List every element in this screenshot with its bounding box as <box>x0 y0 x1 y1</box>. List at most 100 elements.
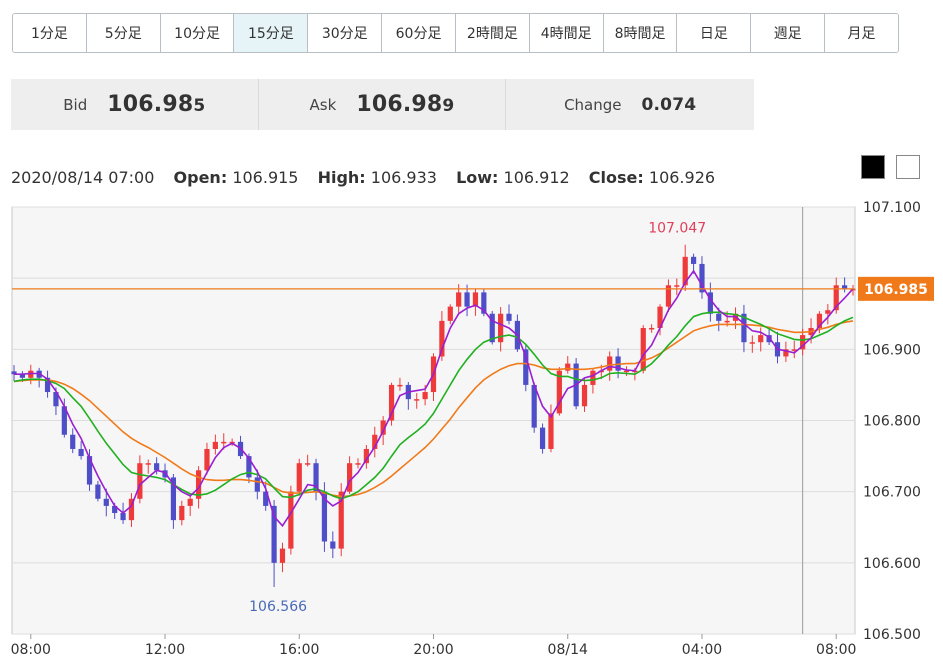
candle-body <box>44 377 51 393</box>
candle-body <box>800 335 806 350</box>
candle-body <box>456 292 462 307</box>
candle-body <box>321 491 328 542</box>
candle-body <box>263 491 269 506</box>
candle-body <box>355 463 361 465</box>
ma-long-line <box>13 320 854 498</box>
ma-mid-line <box>13 311 854 500</box>
close-value: 106.926 <box>648 168 716 187</box>
candle-body <box>204 448 210 471</box>
candle-body <box>707 292 713 314</box>
y-tick-label-3: 106.700 <box>863 485 921 501</box>
tab-timeframe-8[interactable]: 8時間足 <box>603 14 678 52</box>
candle-body <box>154 463 160 471</box>
candle-body <box>120 513 126 521</box>
y-tick-label-5: 106.500 <box>863 627 921 643</box>
ask-value: 106.989 <box>356 92 454 117</box>
current-price-tag <box>858 276 934 301</box>
candle-body <box>665 285 672 307</box>
x-tick-label-0: 08:00 <box>11 642 51 658</box>
candle-body <box>506 313 512 321</box>
candle-body <box>288 491 294 549</box>
candle-body <box>674 285 680 287</box>
current-price-label: 106.985 <box>864 282 928 298</box>
change-cell: Change 0.074 <box>506 79 754 130</box>
change-value: 0.074 <box>641 94 697 115</box>
candle-body <box>279 548 286 563</box>
candle-body <box>179 505 185 521</box>
ohlc-datetime: 2020/08/14 07:00 <box>11 168 155 187</box>
low-label: Low: <box>456 168 499 187</box>
candle-body <box>19 374 25 378</box>
candle-body <box>170 477 177 521</box>
x-tick-label-4: 08/14 <box>548 642 588 658</box>
candle-body <box>414 399 420 401</box>
ask-main: 106.98 <box>356 92 443 117</box>
low-value: 106.912 <box>503 168 570 187</box>
candle-body <box>128 498 135 521</box>
candle-body <box>187 498 193 506</box>
candle-body <box>842 285 848 289</box>
open-value: 106.915 <box>232 168 299 187</box>
y-tick-label-0: 107.100 <box>863 200 921 216</box>
candle-body <box>657 306 663 328</box>
candle-body <box>330 541 336 549</box>
candle-body <box>766 335 772 343</box>
tab-timeframe-0[interactable]: 1分足 <box>13 14 87 52</box>
candle-body <box>749 342 755 344</box>
candle-body <box>489 313 495 343</box>
tab-timeframe-10[interactable]: 週足 <box>751 14 826 52</box>
candle-body <box>783 349 789 357</box>
high-value: 106.933 <box>370 168 437 187</box>
candle-body <box>70 434 76 449</box>
light-theme-button[interactable] <box>896 155 920 179</box>
candle-body <box>590 370 596 385</box>
tab-timeframe-6[interactable]: 2時間足 <box>455 14 530 52</box>
candle-body <box>103 498 109 506</box>
bid-value: 106.985 <box>107 92 205 117</box>
x-tick-label-2: 16:00 <box>279 642 319 658</box>
candle-body <box>86 456 93 485</box>
candle-body <box>607 356 613 371</box>
candle-body <box>531 384 537 428</box>
tab-timeframe-9[interactable]: 日足 <box>677 14 752 52</box>
candle-body <box>305 463 311 465</box>
bid-pip: 5 <box>193 96 206 116</box>
candle-body <box>380 420 386 435</box>
candle-body <box>363 448 369 464</box>
candle-body <box>816 313 823 328</box>
candle-body <box>78 448 84 457</box>
candle-body <box>296 463 302 492</box>
tab-timeframe-3[interactable]: 15分足 <box>234 14 309 52</box>
candle-body <box>53 392 59 407</box>
candle-body <box>137 463 143 499</box>
candle-body <box>724 320 730 323</box>
candle-body <box>539 427 546 449</box>
candle-body <box>195 470 202 499</box>
y-tick-label-1: 106.900 <box>863 342 921 358</box>
tab-timeframe-1[interactable]: 5分足 <box>86 14 161 52</box>
bid-cell: Bid 106.985 <box>11 79 259 130</box>
candle-body <box>11 371 17 375</box>
tab-timeframe-7[interactable]: 4時間足 <box>529 14 604 52</box>
y-tick-label-4: 106.600 <box>863 556 921 572</box>
candle-body <box>397 384 403 387</box>
quote-bar: Bid 106.985 Ask 106.989 Change 0.074 <box>11 79 754 130</box>
candle-body <box>523 349 529 385</box>
candle-body <box>271 505 277 563</box>
change-label: Change <box>564 95 622 114</box>
y-tick-label-2: 106.800 <box>863 414 921 430</box>
candle-body <box>221 441 227 444</box>
x-tick-label-5: 04:00 <box>682 642 722 658</box>
tab-timeframe-4[interactable]: 30分足 <box>308 14 383 52</box>
candle-body <box>565 363 571 371</box>
tab-timeframe-5[interactable]: 60分足 <box>382 14 456 52</box>
candle-body <box>548 413 554 449</box>
candle-body <box>758 335 764 343</box>
candle-body <box>825 310 831 314</box>
dark-theme-button[interactable] <box>861 155 885 179</box>
tab-timeframe-2[interactable]: 10分足 <box>160 14 235 52</box>
tab-timeframe-11[interactable]: 月足 <box>825 14 898 52</box>
high-annotation: 107.047 <box>648 221 706 237</box>
candle-body <box>95 484 101 499</box>
